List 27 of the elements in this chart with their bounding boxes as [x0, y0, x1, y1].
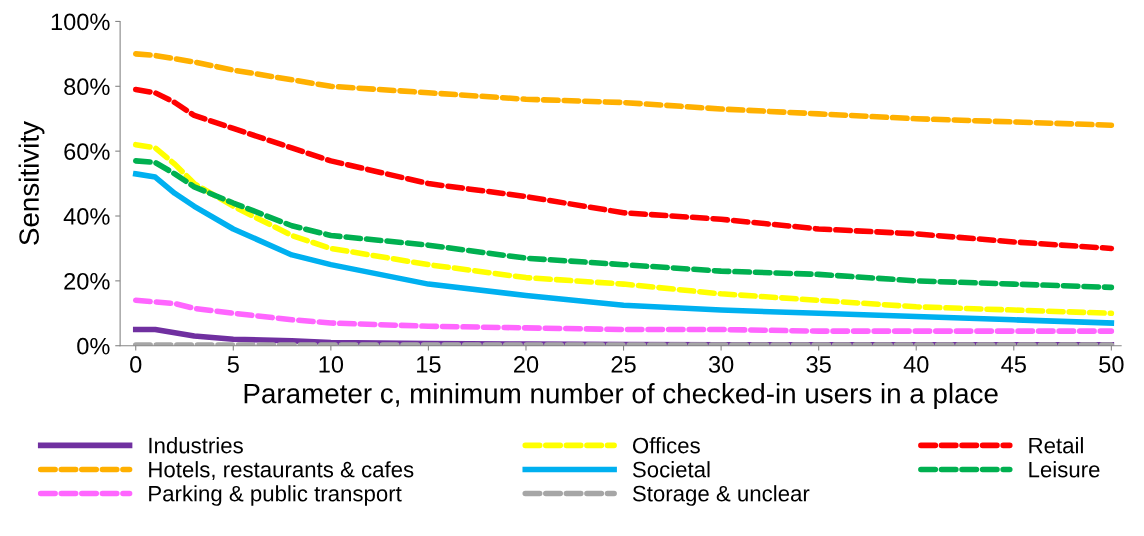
x-tick-label: 15: [417, 356, 441, 373]
y-tick-label: 40%: [63, 208, 110, 225]
x-tick-label: 40: [903, 356, 929, 373]
legend-label: Societal: [632, 461, 710, 478]
y-axis-title: Sensitivity: [18, 121, 45, 245]
x-tick-label: 5: [227, 356, 239, 373]
x-tick-label: 20: [514, 356, 539, 373]
x-tick-label: 25: [611, 356, 636, 373]
y-tick-label: 0%: [77, 337, 110, 355]
legend-label: Storage & unclear: [632, 485, 810, 506]
legend-label: Parking & public transport: [149, 485, 402, 506]
legend-label: Leisure: [1029, 461, 1100, 478]
x-tick-label: 35: [806, 356, 831, 373]
x-axis-title: Parameter c, minimum number of checked-in users in a place: [244, 383, 998, 409]
x-tick-label: 45: [1001, 356, 1026, 373]
x-tick-label: 30: [708, 356, 734, 373]
x-tick-label: 50: [1099, 356, 1124, 373]
legend-label: Hotels, restaurants & cafes: [149, 461, 414, 481]
legend-label: Retail: [1029, 437, 1083, 454]
x-tick-label: 0: [130, 356, 142, 373]
legend-label: Industries: [149, 437, 243, 454]
y-tick-label: 20%: [64, 272, 110, 290]
y-tick-label: 100%: [51, 13, 110, 31]
x-tick-label: 10: [319, 356, 344, 373]
y-tick-label: 60%: [64, 143, 110, 160]
legend-label: Offices: [632, 437, 700, 454]
y-tick-label: 80%: [64, 78, 110, 96]
